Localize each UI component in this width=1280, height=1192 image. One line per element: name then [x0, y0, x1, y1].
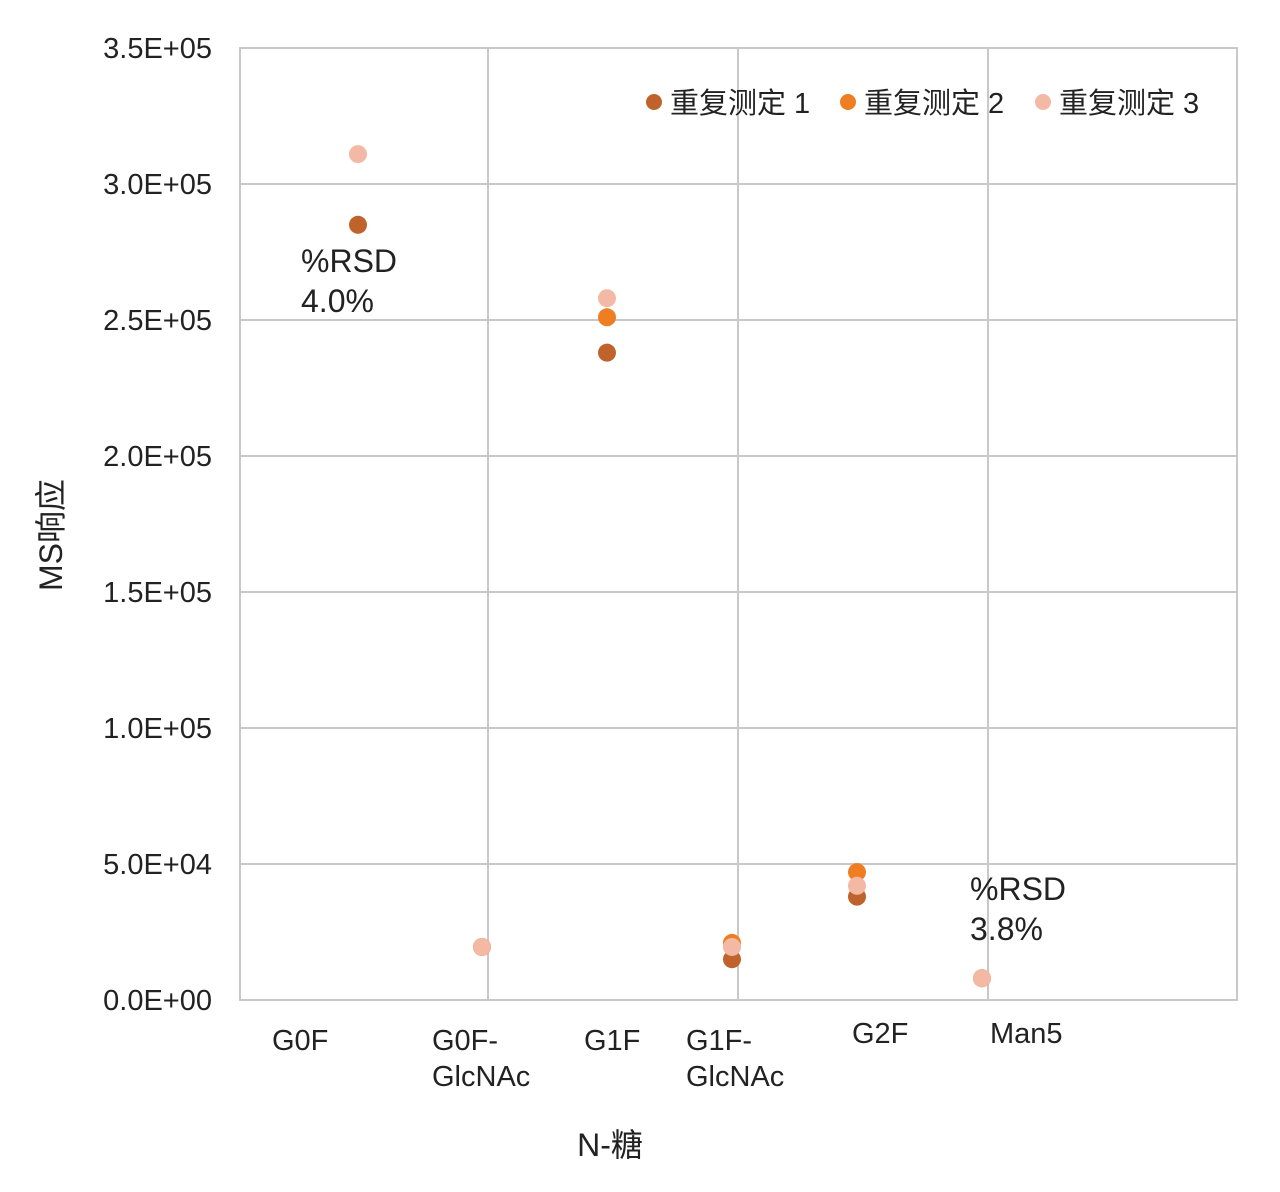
y-tick-label: 3.0E+05: [103, 169, 212, 201]
x-category-label: G0F-GlcNAc: [432, 1025, 530, 1093]
data-point-series-2: [848, 863, 866, 882]
data-point-series-2: [598, 308, 616, 327]
rsd-annotation: %RSD 4.0%: [301, 243, 397, 319]
y-tick-label: 2.5E+05: [103, 305, 212, 337]
data-point-series-3: [848, 876, 866, 895]
data-point-series-3: [723, 937, 741, 956]
y-tick-label: 1.5E+05: [103, 577, 212, 609]
y-tick-label: 2.0E+05: [103, 441, 212, 473]
x-axis-title: N-糖: [577, 1127, 643, 1163]
rsd-annotation: %RSD 3.8%: [970, 871, 1066, 947]
legend-marker: [646, 94, 662, 110]
legend-marker: [1035, 94, 1051, 110]
plot-area-border: [239, 47, 1238, 1001]
x-axis-category-labels: G0F G0F-GlcNAc G1F G1F-GlcNAc G2F Man5: [272, 1018, 1063, 1093]
y-tick-label: 0.0E+00: [103, 985, 212, 1017]
y-axis-tick-labels: 0.0E+00 5.0E+04 1.0E+05 1.5E+05 2.0E+05 2.5E+…: [103, 33, 212, 1017]
data-points: [349, 145, 991, 988]
annotations: %RSD 4.0% %RSD 3.8%: [301, 243, 1066, 947]
y-tick-label: 5.0E+04: [103, 849, 212, 881]
x-category-label: G1F: [584, 1025, 640, 1057]
legend: 重复测定 1 重复测定 2 重复测定 3: [646, 87, 1199, 120]
y-axis-title: MS响应: [33, 479, 69, 591]
legend-entry: 重复测定 1: [670, 87, 810, 120]
x-category-label: Man5: [990, 1018, 1063, 1050]
x-category-label: G2F: [852, 1018, 908, 1050]
data-point-series-3: [598, 289, 616, 308]
legend-marker: [840, 94, 856, 110]
y-tick-label: 3.5E+05: [103, 33, 212, 65]
legend-entry: 重复测定 2: [864, 87, 1004, 120]
data-point-series-3: [473, 937, 491, 956]
data-point-series-1: [349, 215, 367, 234]
x-category-label: G1F-GlcNAc: [686, 1025, 784, 1093]
data-point-series-3: [349, 145, 367, 164]
gridlines: [240, 47, 1237, 1001]
data-point-series-3: [973, 969, 991, 988]
data-point-series-1: [598, 343, 616, 362]
y-tick-label: 1.0E+05: [103, 713, 212, 745]
x-category-label: G0F: [272, 1025, 328, 1057]
legend-entry: 重复测定 3: [1059, 87, 1199, 120]
